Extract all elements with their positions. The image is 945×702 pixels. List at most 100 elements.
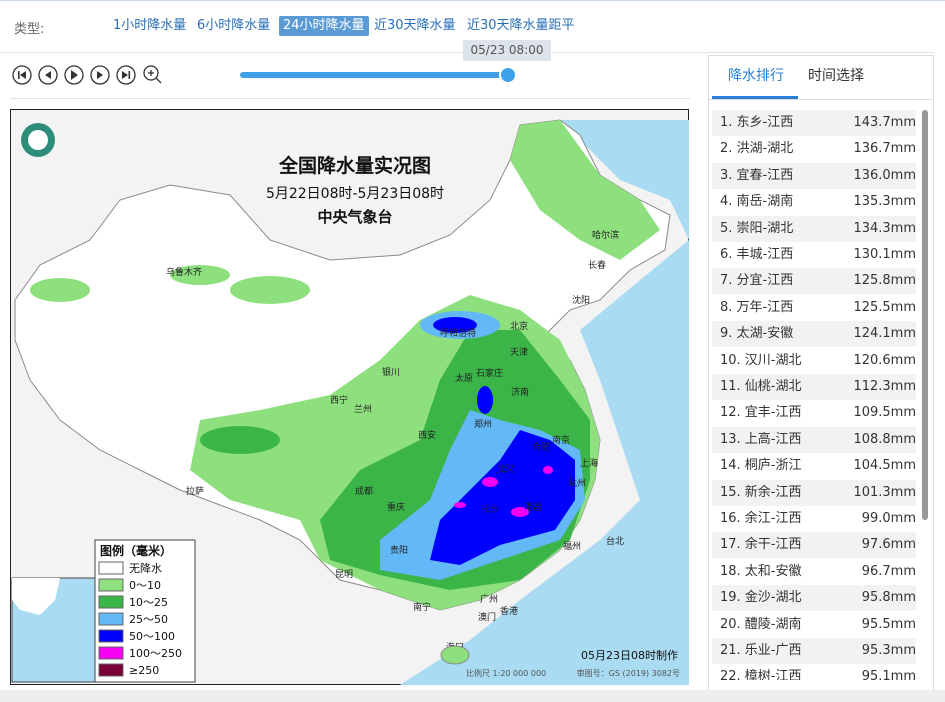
- divider: [10, 98, 690, 99]
- city: 哈尔滨: [592, 229, 619, 241]
- ranking-row: 2. 洪湖-湖北 136.7mm: [712, 136, 916, 162]
- side-panel: [708, 55, 934, 692]
- rain-amount: 95.8mm: [861, 590, 916, 606]
- tab-bar: 1小时降水量 6小时降水量 24小时降水量 近30天降水量 近30天降水量距平: [0, 0, 700, 50]
- inset-land: [12, 578, 60, 615]
- ranking-row: 8. 万年-江西 125.5mm: [712, 295, 916, 321]
- rain-amount: 130.1mm: [853, 247, 916, 262]
- station-name: 11. 仙桃-湖北: [720, 379, 802, 394]
- rain-amount: 95.3mm: [861, 643, 916, 658]
- rain-amount: 95.1mm: [861, 669, 916, 680]
- scrollbar[interactable]: [922, 110, 928, 520]
- station-name: 5. 崇阳-湖北: [720, 220, 794, 236]
- station-name: 13. 上高-江西: [720, 431, 802, 447]
- slider-knob[interactable]: [499, 66, 517, 84]
- station-name: 12. 宜丰-江西: [720, 405, 802, 421]
- icon: [71, 70, 78, 80]
- precip-map: 全国降水量实况图 5月22日08时-5月23日08时 中央气象台 乌鲁木齐 哈尔…: [10, 109, 689, 685]
- legend: 无降水 0～10 10～25 25～50 50～100 100～250 ≥250: [98, 561, 182, 677]
- icon: [18, 71, 20, 79]
- panel-tab[interactable]: 降水排行: [728, 68, 784, 84]
- city: 兰州: [354, 403, 372, 415]
- rain-amount: 120.6mm: [853, 352, 916, 368]
- rain-amount: 136.7mm: [853, 141, 916, 157]
- ranking-row: 16. 余江-江西 99.0mm: [712, 506, 916, 532]
- rain-area: [482, 477, 498, 487]
- station-name: 14. 桐庐-浙江: [720, 458, 802, 474]
- rain-amount: 99.0mm: [861, 511, 916, 526]
- station-name: 1. 东乡-江西: [720, 115, 794, 130]
- city: 郑州: [474, 418, 492, 430]
- rain-amount: 112.3mm: [853, 379, 916, 394]
- station-name: 8. 万年-江西: [720, 299, 794, 315]
- ranking-row: 12. 宜丰-江西 109.5mm: [712, 400, 916, 426]
- legend-swatch: [98, 561, 124, 575]
- time-tooltip: 05/23 08:00: [463, 40, 551, 61]
- city: 济南: [511, 386, 529, 398]
- rain-area: [454, 502, 466, 508]
- filter-tab[interactable]: 1小时降水量: [113, 18, 187, 33]
- rain-amount: 125.5mm: [853, 299, 916, 315]
- logo: [28, 130, 48, 150]
- first-button[interactable]: [12, 65, 32, 85]
- city: 长沙: [481, 503, 499, 515]
- ranking-row: 20. 醴陵-湖南 95.5mm: [712, 612, 916, 638]
- play-button[interactable]: [64, 65, 84, 85]
- rain-100-250: [454, 466, 553, 517]
- station-name: 16. 余江-江西: [720, 511, 802, 526]
- station-name: 15. 新余-江西: [720, 484, 802, 500]
- slider-track[interactable]: [240, 72, 508, 78]
- rain-area: [170, 265, 230, 285]
- approval: 审图号：GS (2019) 3082号: [577, 668, 680, 678]
- next-button[interactable]: [90, 65, 110, 85]
- filter-tab[interactable]: 6小时降水量: [197, 18, 271, 33]
- panel-tab[interactable]: 时间选择: [808, 68, 864, 84]
- legend-label: 0～10: [129, 579, 161, 592]
- ranking-row: 10. 汉川-湖北 120.6mm: [712, 348, 916, 374]
- hainan: [440, 645, 470, 665]
- ranking-row: 18. 太和-安徽 96.7mm: [712, 559, 916, 585]
- legend-swatch: [98, 612, 124, 626]
- last-button[interactable]: [116, 65, 136, 85]
- city: 广州: [480, 593, 498, 605]
- city: 太原: [455, 372, 473, 384]
- filter-tab[interactable]: 24小时降水量: [279, 16, 369, 36]
- station-name: 2. 洪湖-湖北: [720, 141, 794, 157]
- panel-tabs: 降水排行 时间选择: [712, 55, 932, 99]
- legend-label: 100～250: [129, 647, 182, 660]
- ranking-row: 3. 宜春-江西 136.0mm: [712, 162, 916, 189]
- filter-tab[interactable]: 近30天降水量: [374, 18, 456, 33]
- city: 昆明: [335, 569, 353, 580]
- icon: [128, 71, 131, 79]
- ranking-row: 13. 上高-江西 108.8mm: [712, 426, 916, 453]
- rain-area: [433, 317, 477, 333]
- icon: [122, 71, 128, 79]
- station-name: 10. 汉川-湖北: [720, 352, 802, 368]
- legend-swatch: [98, 646, 124, 660]
- tab-underline: [712, 96, 798, 99]
- rain-area: [511, 507, 529, 517]
- rain-amount: 108.8mm: [853, 431, 916, 447]
- rain-area: [200, 426, 280, 454]
- station-name: 18. 太和-安徽: [720, 563, 802, 579]
- icon: [20, 71, 26, 79]
- rain-amount: 101.3mm: [853, 484, 916, 500]
- city: 成都: [355, 485, 373, 497]
- city: 长春: [588, 259, 606, 271]
- station-name: 19. 金沙-湖北: [720, 590, 802, 606]
- legend-swatch: [98, 629, 124, 643]
- sea: [400, 120, 689, 685]
- ranking-row: 6. 丰城-江西 130.1mm: [712, 242, 916, 268]
- zoom-button[interactable]: [143, 65, 159, 81]
- legend-title: 图例（毫米）: [100, 543, 172, 558]
- station-name: 22. 樟树-江西: [720, 669, 802, 680]
- ranking-row: 17. 余干-江西 97.6mm: [712, 532, 916, 559]
- scale: 比例尺 1:20 000 000: [466, 668, 546, 678]
- filter-tab[interactable]: 近30天降水量距平: [467, 18, 575, 33]
- ranking-row: 14. 桐庐-浙江 104.5mm: [712, 453, 916, 479]
- ranking-row: 15. 新余-江西 101.3mm: [712, 479, 916, 506]
- rain-amount: 97.6mm: [861, 537, 916, 553]
- prev-button[interactable]: [38, 65, 58, 85]
- map-period: 5月22日08时-5月23日08时: [266, 186, 444, 202]
- rain-amount: 136.0mm: [853, 167, 916, 183]
